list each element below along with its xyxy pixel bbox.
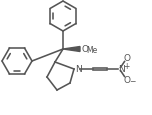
Text: +: + [123,61,129,70]
Polygon shape [63,47,80,52]
Text: Me: Me [86,46,97,55]
Text: N: N [76,64,82,73]
Text: N: N [118,65,125,74]
Text: O: O [124,76,131,85]
Text: −: − [130,77,136,86]
Text: O: O [81,45,88,54]
Text: O: O [124,54,131,63]
